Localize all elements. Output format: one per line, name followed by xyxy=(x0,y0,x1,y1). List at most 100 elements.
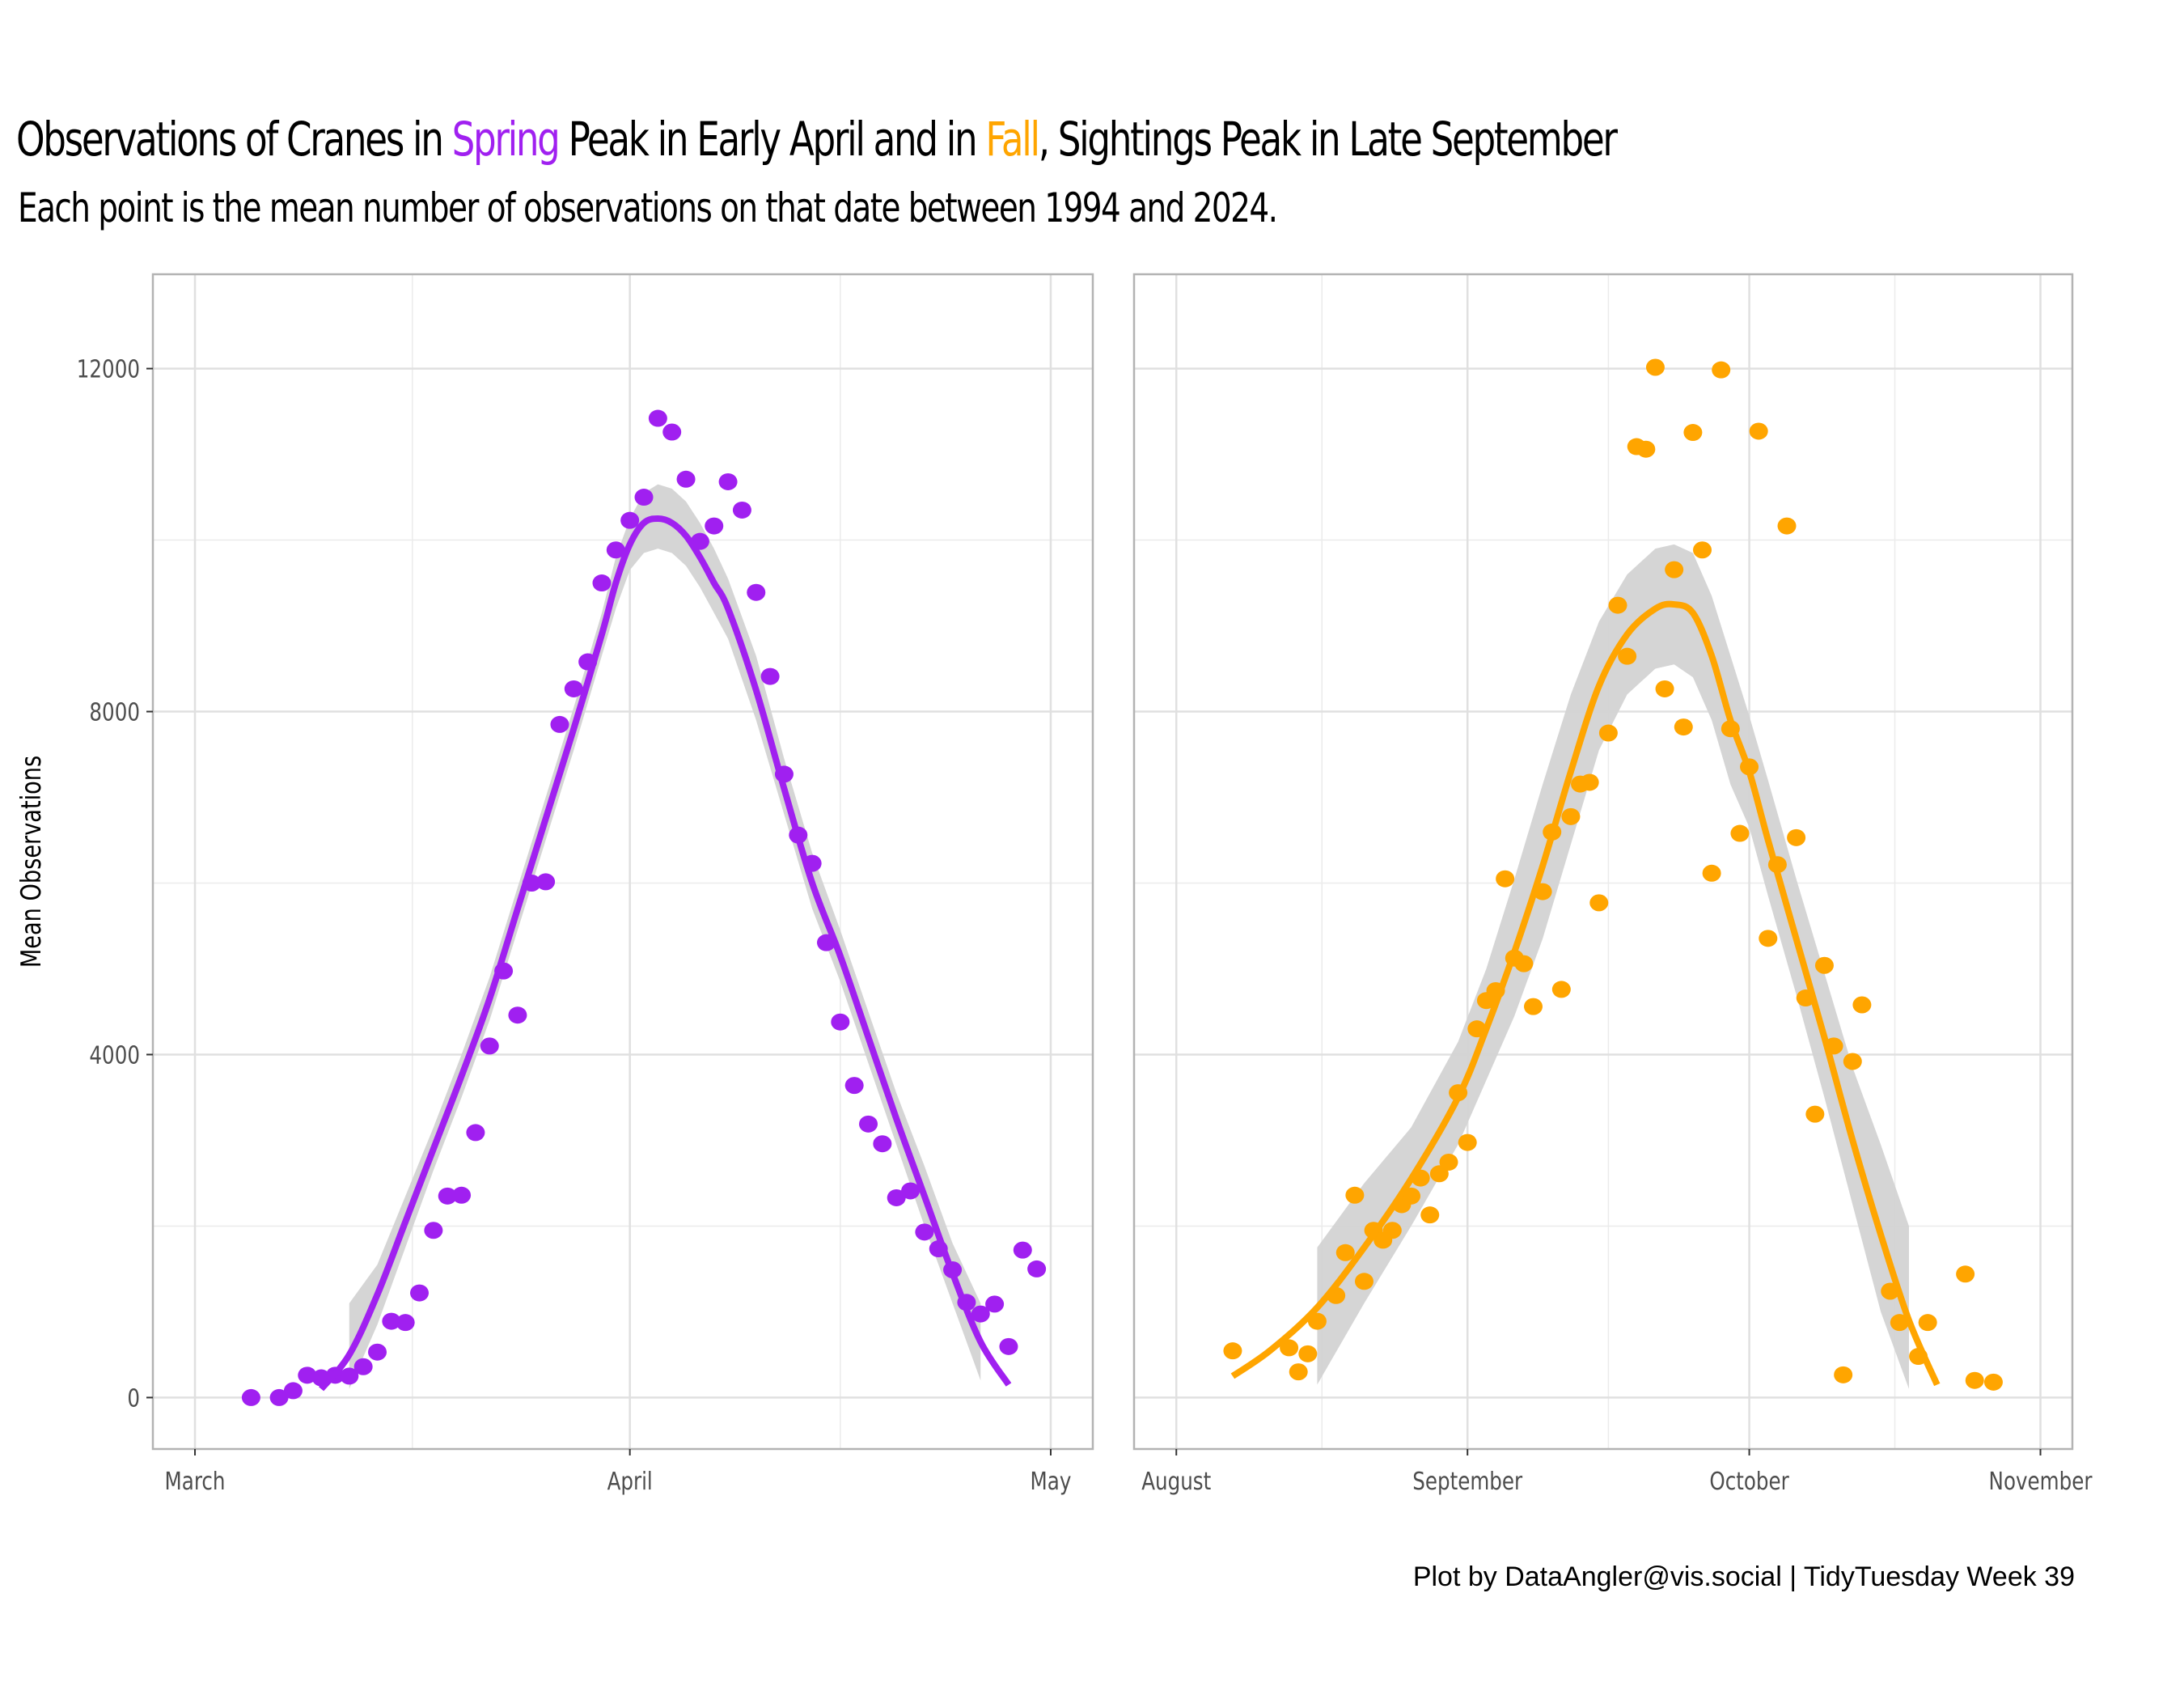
data-point xyxy=(747,583,766,601)
title-spring-word: Spring xyxy=(451,112,561,167)
data-point xyxy=(1335,1244,1355,1261)
data-point xyxy=(1496,870,1515,888)
title-part-1: Observations of Cranes in xyxy=(16,112,452,167)
data-point xyxy=(1561,807,1581,825)
data-point xyxy=(1712,361,1731,379)
data-point xyxy=(1551,981,1571,998)
data-point xyxy=(1655,680,1674,697)
data-point xyxy=(1289,1363,1308,1381)
data-point xyxy=(1956,1265,1975,1283)
title-part-2: Peak in Early April and in xyxy=(558,112,986,167)
data-point xyxy=(1589,894,1609,912)
data-point xyxy=(662,423,682,441)
confidence-ribbon-spring xyxy=(349,484,981,1389)
data-point xyxy=(1439,1153,1458,1171)
data-point xyxy=(1598,724,1618,742)
data-point xyxy=(985,1295,1005,1313)
data-point xyxy=(1702,864,1721,882)
data-point xyxy=(1618,647,1637,665)
data-point xyxy=(1280,1339,1299,1357)
data-point xyxy=(1382,1222,1402,1239)
panel-fall: August September October November xyxy=(1132,273,2093,1496)
data-point xyxy=(1983,1373,2003,1391)
data-point xyxy=(1674,718,1693,736)
data-point xyxy=(1918,1314,1937,1332)
y-tick-label: 8000 xyxy=(89,699,140,727)
data-point xyxy=(410,1284,430,1302)
data-point xyxy=(1777,517,1797,535)
y-tick-label: 0 xyxy=(127,1385,140,1413)
data-point xyxy=(508,1006,527,1024)
x-tick-label: October xyxy=(1709,1468,1789,1496)
data-point xyxy=(1013,1241,1032,1259)
data-point xyxy=(1420,1206,1440,1224)
data-point xyxy=(1730,824,1750,842)
data-point xyxy=(1514,955,1534,972)
y-tick-label: 12000 xyxy=(77,356,140,383)
data-point xyxy=(424,1222,443,1239)
data-point xyxy=(1636,440,1656,458)
x-tick-label: March xyxy=(165,1468,226,1496)
data-point xyxy=(1890,1314,1909,1332)
data-point xyxy=(1580,773,1599,791)
data-point xyxy=(1458,1133,1477,1151)
data-point xyxy=(367,1343,387,1361)
data-point xyxy=(536,873,556,891)
data-point xyxy=(592,574,612,592)
data-point xyxy=(1693,541,1712,559)
x-tick-label: September xyxy=(1412,1468,1523,1496)
y-tick-label: 4000 xyxy=(89,1042,140,1070)
title-part-3: , Sightings Peak in Late September xyxy=(1038,112,1618,167)
data-point xyxy=(283,1382,303,1400)
x-tick-label: November xyxy=(1989,1468,2093,1496)
data-point xyxy=(1759,930,1778,947)
data-point xyxy=(1683,424,1703,442)
panel-border xyxy=(1132,273,2074,1451)
data-point xyxy=(732,501,751,519)
data-point xyxy=(718,472,738,490)
title-fall-word: Fall xyxy=(985,112,1040,167)
data-point xyxy=(1608,596,1627,614)
data-point xyxy=(1787,828,1806,846)
data-point xyxy=(438,1187,457,1205)
data-point xyxy=(269,1388,289,1406)
data-point xyxy=(1298,1345,1318,1362)
data-point xyxy=(999,1337,1018,1355)
data-point xyxy=(241,1388,260,1406)
data-point xyxy=(620,511,640,529)
data-point xyxy=(1223,1342,1242,1360)
data-point xyxy=(971,1305,990,1323)
data-point xyxy=(901,1182,921,1200)
data-point xyxy=(1749,422,1768,440)
panel-border xyxy=(151,273,1094,1451)
chart-title: Observations of Cranes in Spring Peak in… xyxy=(16,112,1618,167)
data-point xyxy=(298,1366,317,1384)
smooth-line-spring xyxy=(319,515,1012,1392)
data-point xyxy=(844,1077,864,1095)
data-point xyxy=(1665,561,1684,578)
data-point xyxy=(760,667,780,685)
y-axis-title: Mean Observations xyxy=(15,756,48,968)
data-point xyxy=(1852,996,1872,1014)
data-point xyxy=(340,1367,359,1385)
data-point xyxy=(1965,1371,1984,1389)
data-point xyxy=(648,409,667,427)
data-point xyxy=(915,1223,934,1241)
data-point xyxy=(1354,1273,1373,1290)
data-point xyxy=(1645,358,1665,376)
data-point xyxy=(859,1115,878,1133)
data-point xyxy=(831,1013,850,1031)
x-tick-label: April xyxy=(607,1468,653,1496)
x-tick-label: May xyxy=(1031,1468,1072,1496)
panel-spring: March April May 0 4000 8000 12000 Mean Observat… xyxy=(15,273,1094,1496)
data-point xyxy=(1834,1366,1853,1383)
data-point xyxy=(396,1314,415,1332)
chart-caption: Plot by DataAngler@vis.social | TidyTues… xyxy=(1412,1561,2075,1592)
data-point xyxy=(705,517,724,535)
data-point xyxy=(873,1135,892,1153)
data-point xyxy=(1814,956,1834,974)
chart-subtitle: Each point is the mean number of observa… xyxy=(18,184,1278,231)
smooth-line-fall xyxy=(1230,600,1941,1387)
data-point xyxy=(550,715,569,733)
